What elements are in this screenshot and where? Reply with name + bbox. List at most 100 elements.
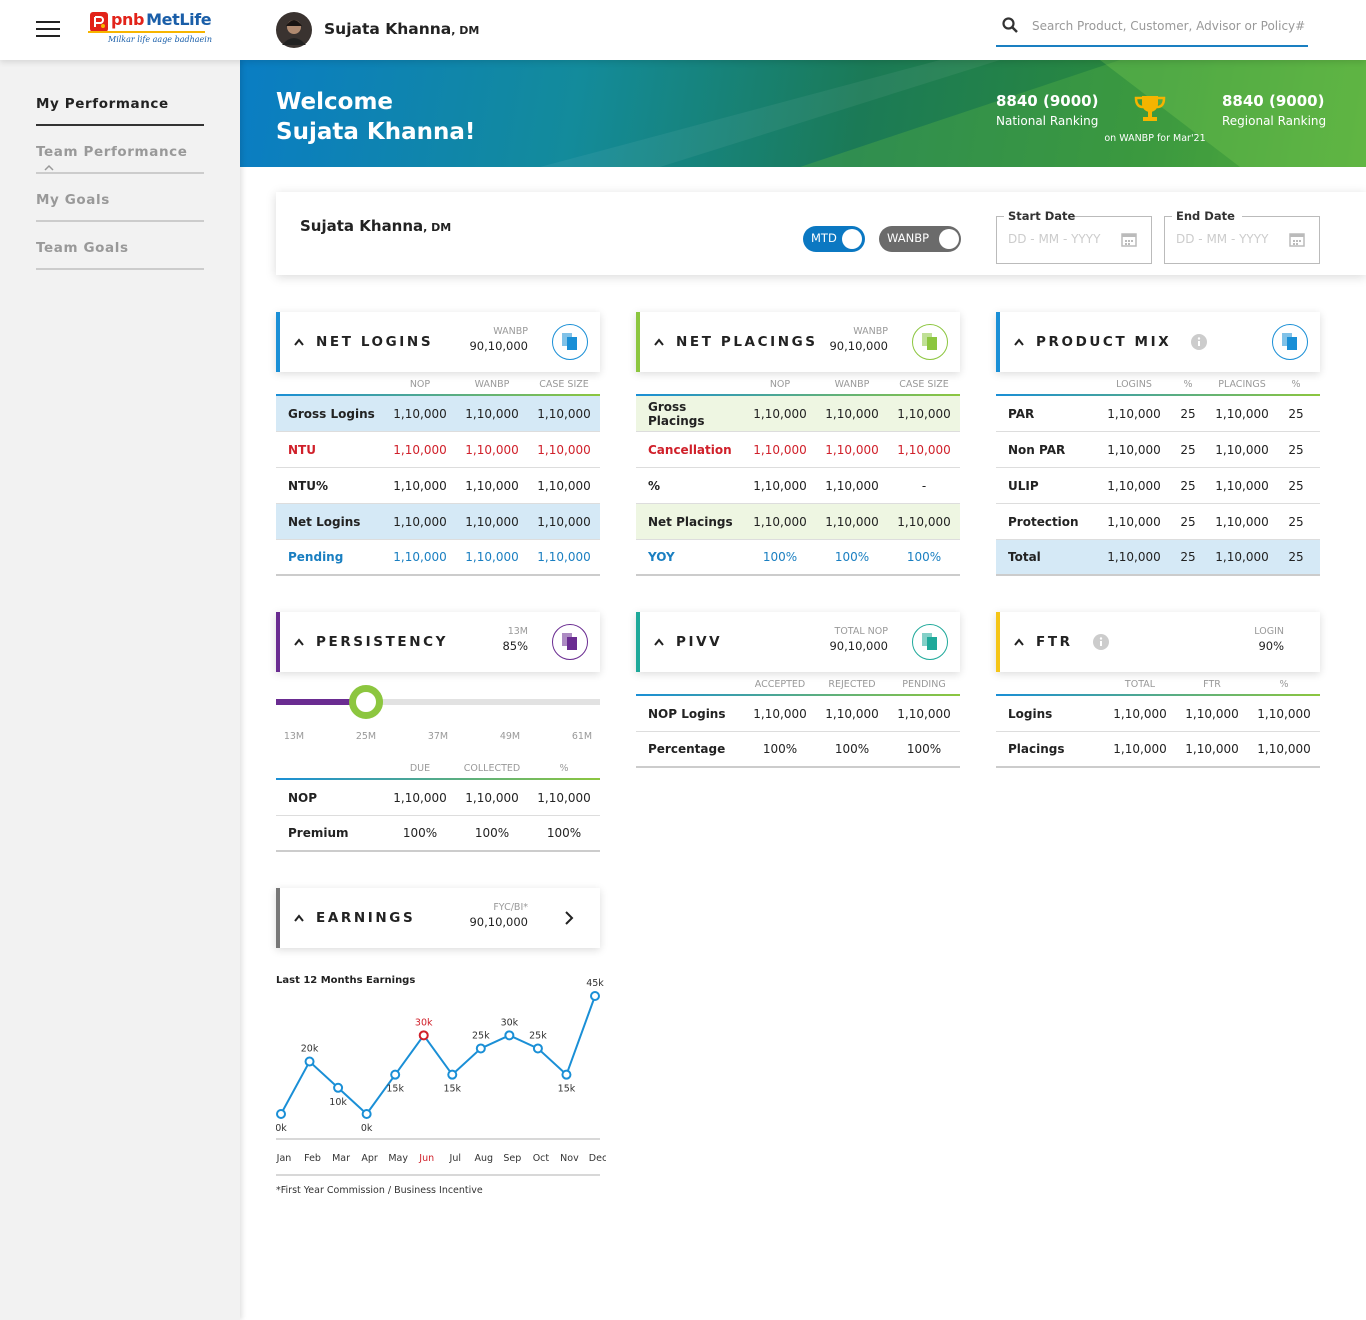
- welcome-name: Sujata Khanna!: [276, 119, 476, 145]
- table-cell: 1,10,000: [825, 406, 879, 421]
- table-cell: 1,10,000: [537, 790, 591, 805]
- copy-icon[interactable]: [552, 624, 588, 660]
- value-label: 45k: [586, 978, 604, 989]
- collapse-chevron[interactable]: [294, 338, 304, 346]
- nav-item[interactable]: Team Performance: [36, 144, 204, 174]
- header-spacer: [276, 378, 384, 394]
- greeting: Welcome: [276, 89, 394, 115]
- card-header: FTR LOGIN 90%: [996, 612, 1320, 672]
- nav-chevron-part: [44, 164, 54, 171]
- brand-name: MetLife: [146, 10, 212, 29]
- toggle[interactable]: MTD: [804, 227, 864, 251]
- table-cell: 25: [1180, 514, 1196, 529]
- calendar-icon-part: [1299, 240, 1301, 242]
- national-label: National Ranking: [996, 114, 1099, 128]
- avatar[interactable]: [276, 12, 312, 48]
- column-header: NOP: [769, 379, 791, 390]
- collapse-chevron[interactable]: [654, 638, 664, 646]
- x-tick-label: Jun: [418, 1153, 434, 1164]
- table-cell: 1,10,000: [1113, 706, 1167, 721]
- table-row: Protection 1,10,000 25 1,10,000 25: [996, 504, 1320, 540]
- slider-track: [276, 699, 600, 705]
- data-point: [361, 1109, 372, 1119]
- filter-role: , DM: [423, 221, 452, 234]
- x-tick-label: Feb: [304, 1153, 321, 1164]
- welcome-text: Welcome Sujata Khanna!: [276, 87, 475, 147]
- toggle[interactable]: WANBP: [880, 227, 960, 251]
- collapse-chevron[interactable]: [294, 914, 304, 922]
- table-cell: 25: [1288, 514, 1304, 529]
- table-cell: 1,10,000: [897, 406, 951, 421]
- card-metric: TOTAL NOP 90,10,000: [829, 625, 888, 654]
- table-header: TOTAL FTR%: [996, 678, 1320, 694]
- table-cell: 1,10,000: [897, 706, 951, 721]
- table-cell: -: [921, 478, 927, 493]
- table-cell: 1,10,000: [465, 514, 519, 529]
- table-cell: 1,10,000: [1107, 442, 1161, 457]
- calendar-icon-part: [1125, 243, 1127, 245]
- table-cell: 1,10,000: [393, 406, 447, 421]
- collapse-chevron[interactable]: [1014, 638, 1024, 646]
- table-cell: 1,10,000: [393, 550, 447, 564]
- value-label: 10k: [329, 1097, 347, 1108]
- row-label: Pending: [288, 550, 344, 564]
- row-label: Net Placings: [648, 514, 733, 529]
- table-cell: 100%: [546, 826, 582, 840]
- column-header: WANBP: [474, 379, 510, 390]
- table-cell: 1,10,000: [1185, 706, 1239, 721]
- table-cell: 100%: [474, 826, 510, 840]
- copy-icon[interactable]: [1272, 324, 1308, 360]
- calendar-icon-part: [1125, 240, 1127, 242]
- calendar-icon: [1289, 231, 1305, 251]
- next-arrow[interactable]: [564, 911, 574, 925]
- column-header: %: [1183, 379, 1193, 390]
- table-row: Placings 1,10,000 1,10,000 1,10,000: [996, 732, 1320, 768]
- data-point: [561, 1069, 572, 1080]
- table-row: NOP Logins 1,10,000 1,10,000 1,10,000: [636, 696, 960, 732]
- table-row: ULIP 1,10,000 25 1,10,000 25: [996, 468, 1320, 504]
- nav-item[interactable]: Team Goals: [36, 240, 204, 270]
- menu-button[interactable]: [36, 20, 60, 38]
- banner-shapes: [540, 60, 1366, 167]
- collapse-chevron-part: [1014, 638, 1024, 646]
- collapse-chevron[interactable]: [654, 338, 664, 346]
- card-title: NET PLACINGS: [676, 334, 818, 350]
- nav-item[interactable]: My Goals: [36, 192, 204, 222]
- slider-tick-label: 13M: [283, 731, 305, 742]
- date-placeholder: DD - MM - YYYY: [1176, 232, 1269, 246]
- calendar-icon-part: [1296, 243, 1298, 245]
- card-title: PRODUCT MIX: [1036, 334, 1172, 350]
- slider[interactable]: 13M 25M 37M 49M 61M: [276, 672, 600, 756]
- info-icon[interactable]: [1191, 334, 1208, 350]
- table-row: Gross Placings 1,10,000 1,10,000 1,10,000: [636, 396, 960, 432]
- table-header: LOGINS% PLACINGS%: [996, 378, 1320, 394]
- calendar-icon-part: [1296, 240, 1298, 242]
- data-point: [276, 1109, 286, 1119]
- copy-icon[interactable]: [912, 324, 948, 360]
- table-cell: 1,10,000: [465, 790, 519, 805]
- metric-label: LOGIN: [1254, 626, 1284, 637]
- metric-value: 90,10,000: [469, 339, 528, 353]
- x-tick-label: Apr: [361, 1153, 378, 1164]
- date-label: Start Date: [1008, 209, 1076, 223]
- collapse-chevron-part: [654, 338, 664, 346]
- collapse-chevron[interactable]: [1014, 338, 1024, 346]
- date-field[interactable]: Start Date DD - MM - YYYY: [996, 209, 1152, 264]
- copy-icon[interactable]: [552, 324, 588, 360]
- info-icon[interactable]: [1092, 634, 1109, 650]
- toggle-label: WANBP: [887, 231, 930, 245]
- collapse-chevron[interactable]: [294, 638, 304, 646]
- search-box[interactable]: Search Product, Customer, Advisor or Pol…: [996, 12, 1308, 47]
- nav-item[interactable]: My Performance: [36, 96, 204, 126]
- row-label: Protection: [1008, 514, 1079, 529]
- copy-icon-part: [1287, 337, 1297, 350]
- copy-icon[interactable]: [912, 624, 948, 660]
- date-field[interactable]: End Date DD - MM - YYYY: [1164, 209, 1320, 264]
- row-label: Gross Logins: [288, 406, 375, 421]
- card-metric: WANBP 90,10,000: [469, 325, 528, 354]
- table-cell: 1,10,000: [753, 442, 807, 457]
- welcome-banner: Welcome Sujata Khanna! 8840 (9000) Nationa…: [240, 60, 1366, 167]
- table-cell: 1,10,000: [1107, 550, 1161, 564]
- calendar-icon-part: [1128, 240, 1130, 242]
- header-rule: [996, 694, 1320, 696]
